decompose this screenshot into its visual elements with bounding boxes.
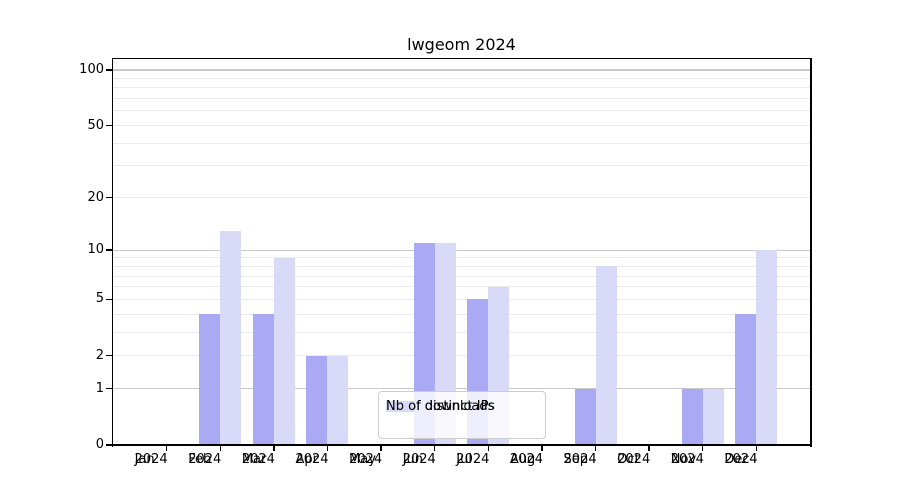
bar-distinct-ips [252, 314, 274, 445]
plot-spine-right [810, 57, 812, 447]
x-tick-mark [433, 445, 436, 451]
y-gridline-minor [113, 298, 810, 300]
x-tick-mark [702, 445, 704, 451]
chart-title: lwgeom 2024 [407, 35, 516, 54]
x-tick-mark [380, 445, 382, 451]
y-tick-mark [105, 69, 112, 71]
legend-label: Nb of downloads [386, 399, 495, 414]
y-tick-label: 0 [95, 437, 104, 452]
y-gridline-minor [113, 98, 810, 100]
y-gridline-minor [113, 87, 810, 89]
legend-swatch [386, 401, 414, 412]
y-tick-mark [105, 249, 112, 251]
y-gridline-major [113, 388, 810, 390]
y-gridline-minor [113, 77, 810, 79]
y-gridline-minor [113, 286, 810, 288]
bar-downloads [702, 388, 724, 445]
bar-distinct-ips [574, 388, 596, 445]
y-gridline-minor [113, 257, 810, 259]
y-tick-mark [105, 196, 112, 199]
x-tick-mark [219, 445, 221, 451]
bar-downloads [595, 266, 617, 445]
x-tick-mark [594, 445, 597, 451]
y-gridline-minor [113, 165, 810, 167]
bar-distinct-ips [735, 314, 757, 445]
bar-downloads [273, 257, 295, 445]
y-tick-label: 100 [79, 61, 104, 77]
y-gridline-major [113, 249, 810, 251]
x-tick-mark [326, 445, 329, 451]
y-tick-mark [105, 298, 112, 301]
y-gridline-minor [113, 313, 810, 315]
x-tick-mark [755, 445, 758, 451]
y-tick-mark [105, 124, 112, 127]
y-gridline-minor [113, 142, 810, 144]
legend: Nb of distinct IPs Nb of downloads [378, 391, 546, 439]
y-tick-mark [105, 355, 112, 357]
y-tick-label: 50 [87, 117, 104, 133]
x-tick-mark [273, 445, 275, 451]
y-tick-label: 1 [95, 380, 104, 396]
x-tick-mark [165, 445, 168, 451]
bar-distinct-ips [681, 388, 703, 445]
plot-spine-bottom [111, 444, 812, 446]
y-tick-mark [105, 444, 112, 446]
y-gridline-major [113, 69, 810, 71]
y-gridline-minor [113, 197, 810, 199]
x-tick-mark [487, 445, 489, 451]
bar-distinct-ips [306, 355, 328, 445]
y-tick-mark [105, 387, 112, 390]
bar-downloads [756, 250, 778, 445]
bar-distinct-ips [199, 314, 221, 445]
y-gridline-minor [113, 125, 810, 126]
y-tick-label: 20 [87, 189, 104, 205]
y-gridline-minor [113, 275, 810, 277]
y-tick-label: 10 [87, 242, 104, 258]
x-tick-mark [541, 445, 543, 451]
y-gridline-minor [113, 265, 810, 267]
y-gridline-minor [113, 355, 810, 357]
y-tick-label: 5 [95, 291, 104, 307]
x-tick-mark [648, 445, 650, 451]
bar-downloads [220, 230, 242, 445]
y-tick-label: 2 [95, 347, 104, 363]
y-gridline-minor [113, 331, 810, 333]
y-gridline-minor [113, 110, 810, 112]
plot-spine-left [111, 57, 113, 447]
plot-spine-top [111, 57, 812, 59]
bar-downloads [327, 355, 349, 445]
